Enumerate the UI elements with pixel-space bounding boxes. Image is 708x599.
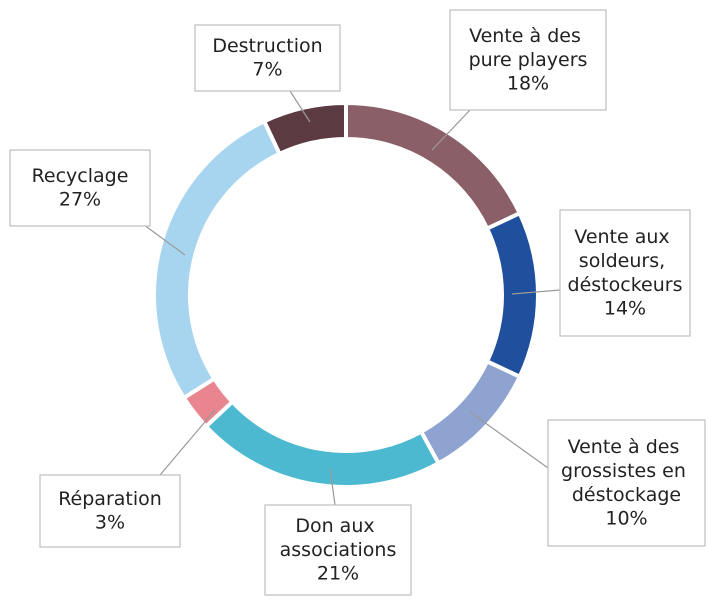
value-label: 7% bbox=[252, 59, 282, 81]
category-label: Don aux associations bbox=[280, 515, 397, 561]
label-box bbox=[264, 504, 412, 596]
label-box bbox=[9, 149, 151, 227]
donut-slice bbox=[203, 398, 442, 489]
donut-slice bbox=[152, 118, 283, 401]
label-box bbox=[547, 419, 706, 547]
leader-line bbox=[139, 221, 186, 256]
label-box bbox=[39, 474, 181, 548]
category-label: Vente à des pure players bbox=[469, 25, 588, 71]
label-box bbox=[449, 9, 607, 111]
category-label: Vente à des grossistes en déstockage bbox=[561, 436, 692, 506]
leader-line bbox=[511, 289, 561, 295]
leader-line bbox=[289, 90, 311, 123]
leader-line bbox=[469, 411, 549, 469]
value-label: 18% bbox=[507, 73, 549, 95]
value-label: 14% bbox=[604, 298, 646, 320]
leader-line bbox=[329, 467, 336, 506]
value-label: 21% bbox=[317, 563, 359, 585]
donut-slice bbox=[344, 100, 523, 232]
donut-slice bbox=[261, 100, 348, 157]
value-label: 3% bbox=[95, 512, 125, 534]
category-label: Vente aux soldeurs, déstockeurs bbox=[568, 226, 683, 296]
value-label: 10% bbox=[605, 508, 647, 530]
value-label: 27% bbox=[59, 189, 101, 211]
label-box bbox=[194, 24, 341, 92]
leader-line bbox=[431, 109, 471, 151]
label-box bbox=[559, 209, 691, 337]
donut-slice bbox=[484, 210, 540, 380]
leader-line bbox=[159, 409, 216, 476]
category-label: Réparation bbox=[58, 488, 162, 510]
category-label: Destruction bbox=[212, 35, 322, 57]
category-label: Recyclage bbox=[32, 165, 129, 187]
